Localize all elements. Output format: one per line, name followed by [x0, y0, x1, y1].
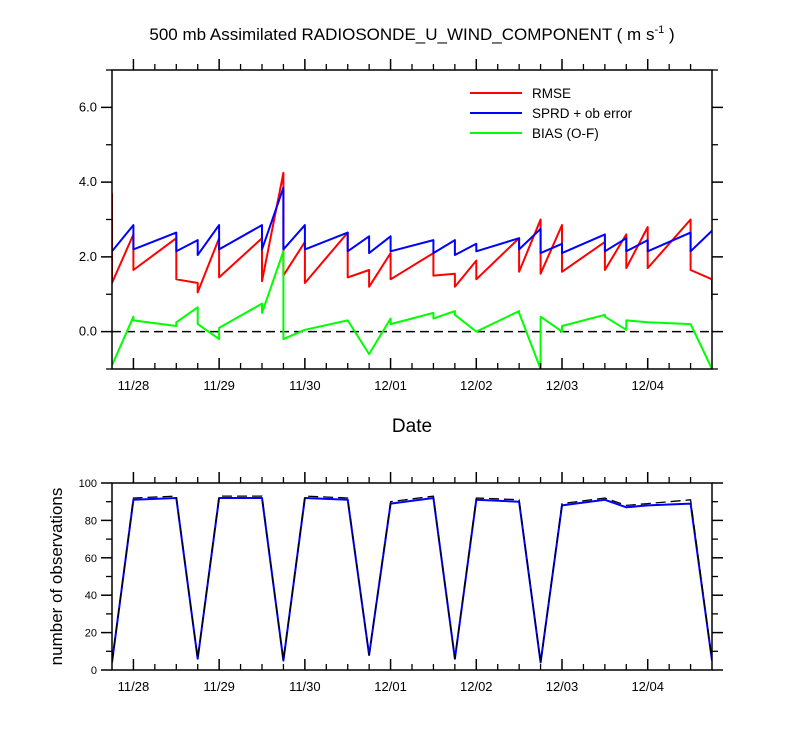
x-tick-label: 11/28	[118, 679, 150, 694]
x-tick-label: 11/30	[289, 378, 321, 393]
plot-1: 11/28 11/29 11/30 12/01 12/02 12/03 12/04 0 20 40…	[47, 472, 723, 694]
x-tick-label: 11/30	[289, 679, 321, 694]
series-line-rmse	[112, 171, 712, 300]
y-tick-label: 40	[85, 590, 97, 602]
y-tick-label: 6.0	[79, 99, 97, 114]
y-tick-label: 4.0	[79, 174, 97, 189]
series-line-bias-o-f-	[112, 250, 712, 369]
x-tick-label: 11/28	[118, 378, 150, 393]
series-group-0	[112, 171, 712, 369]
legend-label: SPRD + ob error	[532, 106, 633, 121]
x-tick-label: 12/03	[546, 679, 579, 694]
plot-frame	[111, 482, 713, 671]
x-tick-label: 12/02	[460, 378, 493, 393]
chart-title-main: 500 mb Assimilated RADIOSONDE_U_WIND_COM…	[149, 25, 654, 44]
y-tick-label: 60	[85, 553, 97, 565]
chart-title-unit-exponent: -1	[654, 24, 664, 36]
y-tick-label: 0.0	[79, 324, 97, 339]
series-line-sprd-ob-error	[112, 186, 712, 256]
y-tick-label: 80	[85, 515, 97, 527]
series-line-observations-dashed-	[112, 495, 712, 664]
legend-label: RMSE	[532, 86, 571, 101]
chart-title: 500 mb Assimilated RADIOSONDE_U_WIND_COM…	[149, 24, 674, 44]
x-tick-label: 11/29	[203, 679, 235, 694]
y-tick-label: 100	[79, 478, 97, 490]
x-tick-label: 12/03	[546, 378, 579, 393]
y-tick-label: 0	[91, 665, 97, 677]
plot-0: 11/28 11/29 11/30 12/01 12/02 12/03 12/04 0.0 2.…	[79, 24, 723, 437]
x-axis-label: Date	[392, 416, 432, 437]
y-tick-label: 2.0	[79, 249, 97, 264]
legend: RMSE SPRD + ob error BIAS (O-F)	[470, 86, 633, 141]
x-tick-label: 11/29	[203, 378, 235, 393]
series-group-1	[112, 495, 712, 664]
x-tick-label: 12/01	[374, 378, 407, 393]
series-line-observations-solid-	[112, 497, 712, 664]
y-tick-label: 20	[85, 628, 97, 640]
legend-label: BIAS (O-F)	[532, 126, 599, 141]
y-axis-label: number of observations	[47, 488, 66, 666]
chart-title-close: )	[664, 25, 674, 44]
x-tick-label: 12/01	[374, 679, 407, 694]
x-tick-label: 12/04	[631, 679, 664, 694]
x-tick-label: 12/04	[631, 378, 664, 393]
x-tick-label: 12/02	[460, 679, 493, 694]
